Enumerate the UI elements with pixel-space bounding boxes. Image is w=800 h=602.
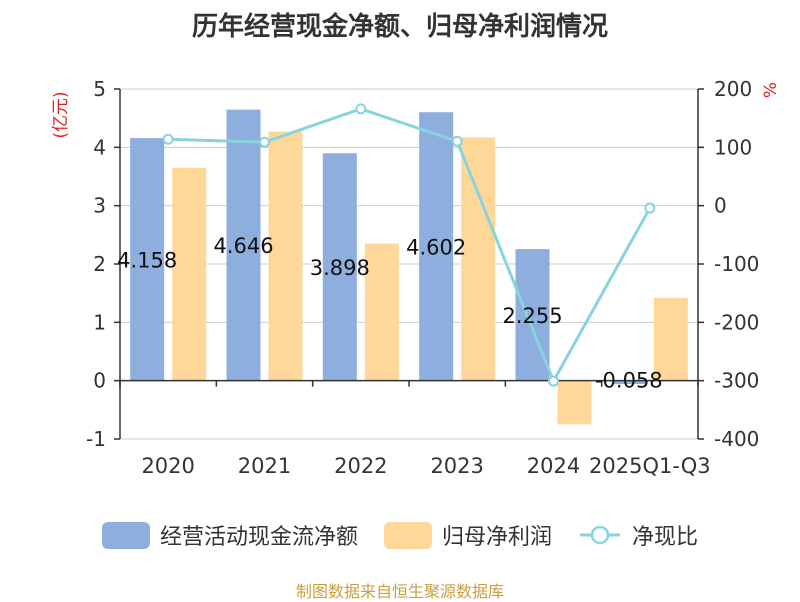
bar (322, 153, 357, 381)
bar-value-label: 4.602 (406, 235, 466, 259)
legend-item-ratio[interactable]: 净现比 (578, 519, 698, 551)
y-right-tick-label: -400 (714, 427, 759, 451)
y-axis-right-label: % (761, 82, 781, 98)
y-axis-left-label: (亿元) (51, 91, 71, 138)
bar (226, 109, 261, 381)
ratio-line (162, 103, 656, 387)
axes: 5 4 3 2 1 0 -1 200 100 0 -100 -200 -300 -400 2020 2021 2… (86, 77, 759, 478)
x-tick-label: 2024 (527, 454, 580, 478)
bar (130, 138, 165, 381)
bar (172, 167, 207, 381)
source-note: 制图数据来自恒生聚源数据库 (295, 582, 504, 601)
legend: 经营活动现金流净额 归母净利润 净现比 (0, 517, 800, 553)
x-tick-label: 2020 (141, 454, 194, 478)
bar (268, 131, 303, 381)
bar (419, 112, 454, 381)
x-tick-label: 2021 (238, 454, 291, 478)
y-left-tick-label: 5 (93, 77, 106, 101)
y-right-tick-label: -100 (714, 252, 759, 276)
y-left-tick-label: 2 (93, 252, 106, 276)
ratio-point (259, 136, 270, 148)
ratio-point (451, 135, 463, 147)
bar (653, 297, 688, 381)
bar-value-label: -0.058 (595, 369, 663, 393)
legend-line-marker (580, 525, 620, 545)
bar-value-label: 3.898 (310, 256, 370, 280)
x-tick-label: 2023 (430, 454, 483, 478)
y-right-tick-label: 100 (714, 135, 752, 159)
y-right-tick-label: 200 (714, 77, 752, 101)
data-labels: 4.158 4.646 3.898 4.602 2.255 -0.058 (117, 234, 663, 393)
y-left-tick-label: 1 (93, 310, 106, 334)
y-left-tick-label: 3 (93, 194, 106, 218)
legend-item-cashflow[interactable]: 经营活动现金流净额 (101, 519, 358, 551)
y-left-tick-label: -1 (86, 427, 106, 451)
ratio-point (548, 375, 559, 387)
bar-value-label: 2.255 (502, 304, 562, 328)
bar (557, 380, 592, 425)
bar (364, 243, 399, 381)
y-right-tick-label: -200 (714, 310, 759, 334)
bar (611, 380, 646, 385)
legend-item-netprofit[interactable]: 归母净利润 (383, 519, 552, 551)
y-right-tick-label: -300 (714, 369, 759, 393)
x-tick-label: 2022 (334, 454, 387, 478)
legend-label-cashflow: 经营活动现金流净额 (159, 525, 358, 550)
x-tick-label: 2025Q1-Q3 (589, 454, 711, 478)
bar (461, 137, 496, 381)
y-right-tick-label: 0 (714, 194, 727, 218)
legend-label-netprofit: 归母净利润 (441, 525, 552, 550)
bars (130, 109, 688, 425)
legend-swatch-netprofit (383, 521, 432, 549)
y-left-tick-label: 0 (93, 369, 106, 393)
legend-label-ratio: 净现比 (632, 525, 699, 550)
y-left-tick-label: 4 (93, 135, 106, 159)
bar-value-label: 4.646 (213, 234, 273, 258)
ratio-point (644, 202, 656, 214)
ratio-point (162, 133, 174, 145)
ratio-point (355, 103, 367, 115)
chart-title: 历年经营现金净额、归母净利润情况 (191, 12, 608, 42)
ratio-line-path (168, 107, 652, 385)
legend-swatch-cashflow (101, 521, 150, 549)
bar-value-label: 4.158 (117, 248, 177, 272)
